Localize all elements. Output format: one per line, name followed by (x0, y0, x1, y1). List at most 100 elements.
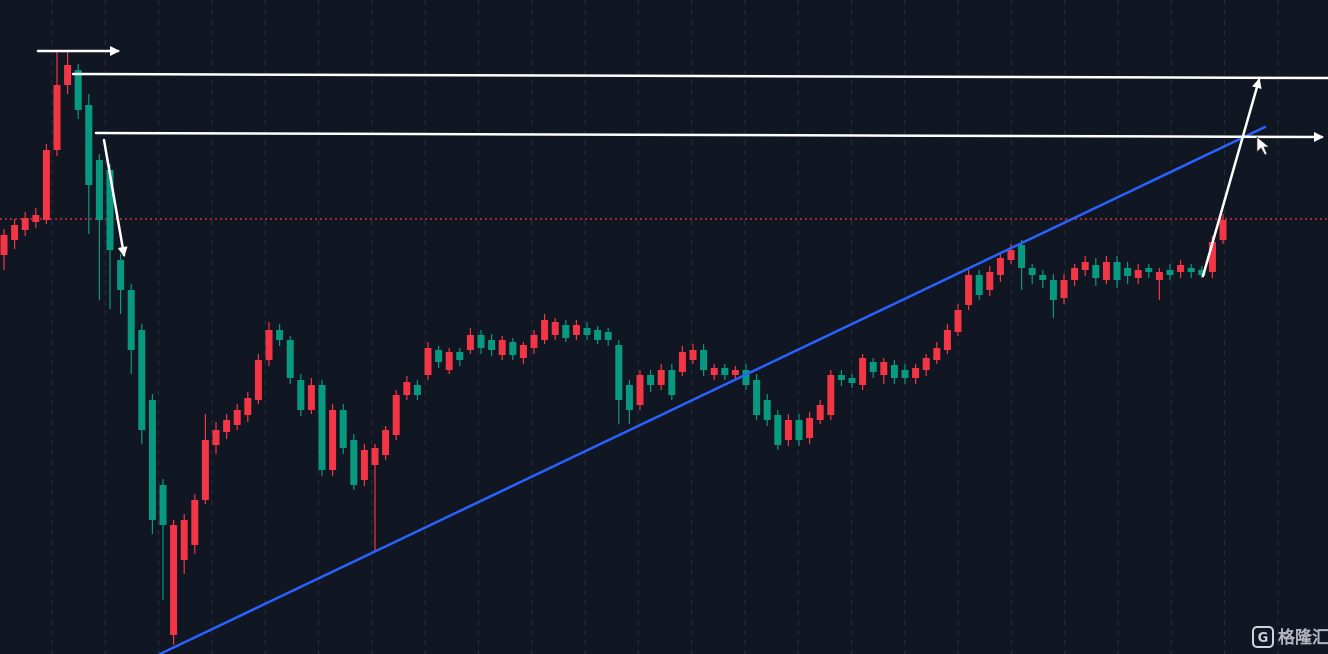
candle-body (466, 335, 474, 350)
candle-body (710, 368, 718, 375)
candle-body (869, 362, 877, 372)
candle-body (657, 370, 665, 385)
candle-body (138, 330, 146, 430)
candle-body (371, 448, 379, 465)
candle-body (806, 418, 814, 438)
candle-body (922, 358, 930, 370)
candle-body (880, 362, 888, 375)
candle-body (106, 170, 114, 250)
candle-body (488, 340, 496, 350)
candle-body (1102, 262, 1110, 280)
candle-body (477, 335, 485, 348)
candles (0, 50, 1227, 645)
watermark-group: G 格隆汇 (1252, 626, 1328, 648)
candle-body (382, 430, 390, 455)
cursor (1256, 136, 1270, 156)
candle-body (95, 160, 103, 220)
candle-body (721, 368, 729, 375)
candle-body (1166, 270, 1174, 275)
candle-body (1113, 262, 1121, 280)
candle-body (742, 370, 750, 385)
candle-body (848, 378, 856, 383)
candle-body (1081, 262, 1089, 270)
candle-body (85, 105, 93, 185)
candle-body (1060, 280, 1068, 298)
candle-body (551, 322, 559, 335)
candle-body (890, 365, 898, 378)
candle-body (445, 352, 453, 370)
candle-body (1177, 265, 1185, 272)
candle-body (678, 352, 686, 372)
candle-body (212, 430, 220, 445)
horizontal-line (71, 72, 1328, 80)
candle-body (583, 328, 591, 335)
candle-body (1187, 268, 1195, 272)
candle-body (318, 385, 326, 470)
candle-body (498, 340, 506, 355)
candle-body (816, 405, 824, 420)
candle-body (148, 400, 156, 520)
candle-body (636, 375, 644, 405)
trend-line (158, 125, 1267, 654)
candle-body (1124, 268, 1132, 276)
candle-body (530, 335, 538, 348)
candle-body (901, 370, 909, 378)
candle-body (159, 485, 167, 525)
candle-body (943, 330, 951, 350)
candle-body (541, 320, 549, 340)
candle-body (509, 342, 517, 355)
candle-body (424, 348, 432, 375)
candle-body (53, 85, 61, 150)
candle-body (912, 368, 920, 378)
candle-body (127, 290, 135, 350)
candle-body (170, 525, 178, 635)
candle-body (1092, 265, 1100, 278)
logo (1252, 626, 1274, 648)
candle-body (1028, 268, 1036, 275)
candle-body (413, 385, 421, 395)
candle-body (594, 330, 602, 340)
candle-body (32, 215, 40, 222)
candle-body (1018, 245, 1026, 268)
candle-body (244, 398, 252, 415)
drawings (36, 46, 1328, 654)
candle-body (1007, 250, 1015, 260)
candle-body (859, 358, 867, 385)
candle-body (837, 375, 845, 380)
candle-body (827, 375, 835, 415)
logo-letter: G (1258, 631, 1269, 646)
candle-body (700, 350, 708, 370)
candle-body (1071, 268, 1079, 280)
candle-body (975, 275, 983, 295)
candle-body (403, 382, 411, 395)
candle-body (572, 325, 580, 335)
candle-body (191, 500, 199, 545)
candle-body (1198, 270, 1206, 275)
candle-body (0, 235, 8, 255)
candle-body (1049, 280, 1057, 300)
candle-body (233, 410, 241, 425)
candle-body (668, 370, 676, 395)
candle-body (615, 345, 623, 400)
candle-body (276, 330, 284, 340)
candle-body (954, 310, 962, 332)
candle-body (117, 260, 125, 290)
candle-body (795, 420, 803, 440)
candle-body (201, 440, 209, 500)
candle-body (1219, 220, 1227, 240)
candle-body (1039, 275, 1047, 280)
candle-body (74, 70, 82, 110)
candle-body (350, 440, 358, 485)
candle-body (689, 350, 697, 360)
candle-body (996, 258, 1004, 275)
arrow (1201, 78, 1262, 278)
candle-body (254, 360, 262, 400)
candle-body (360, 450, 368, 480)
candle-body (223, 420, 231, 432)
candle-body (625, 385, 633, 410)
candle-body (307, 385, 315, 410)
candle-body (392, 395, 400, 435)
candle-body (763, 400, 771, 420)
